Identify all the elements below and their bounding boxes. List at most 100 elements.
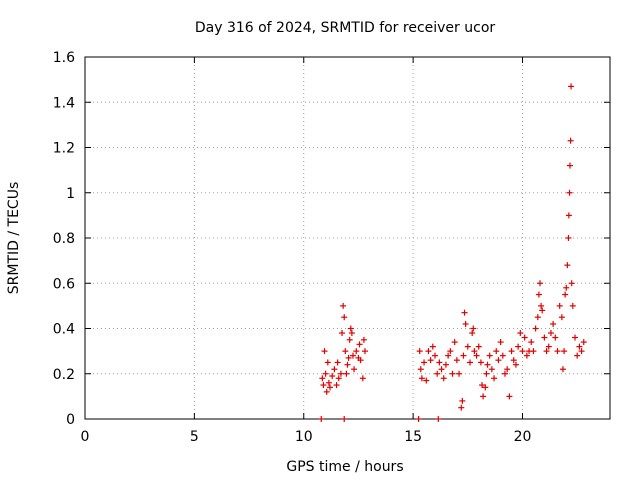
data-point — [341, 314, 348, 321]
data-point — [423, 377, 430, 384]
data-point — [335, 375, 342, 382]
data-point — [467, 359, 473, 366]
data-point — [530, 348, 537, 355]
data-points — [318, 83, 587, 422]
data-point — [435, 416, 442, 422]
data-point — [497, 339, 504, 346]
data-point — [453, 357, 460, 364]
data-point — [473, 352, 480, 359]
y-tick-label: 0.4 — [53, 322, 75, 338]
x-tick-label: 0 — [81, 429, 90, 445]
data-point — [429, 343, 436, 350]
x-tick-label: 15 — [404, 429, 422, 445]
x-tick-label: 5 — [190, 429, 199, 445]
data-point — [512, 361, 519, 368]
data-point — [418, 375, 425, 382]
data-point — [495, 357, 502, 364]
data-point — [343, 370, 350, 377]
data-point — [479, 382, 486, 389]
data-point — [356, 341, 363, 348]
data-point — [331, 366, 338, 373]
data-point — [561, 348, 568, 355]
data-point — [563, 284, 570, 291]
x-tick-label: 10 — [295, 429, 313, 445]
data-point — [340, 302, 347, 309]
data-point — [541, 334, 548, 341]
data-point — [337, 370, 344, 377]
data-point — [434, 370, 441, 377]
data-point — [565, 212, 572, 219]
data-point — [438, 366, 445, 373]
data-point — [321, 348, 328, 355]
data-point — [415, 416, 422, 422]
data-point — [421, 359, 428, 366]
data-point — [566, 189, 573, 196]
y-tick-label: 1.4 — [53, 95, 75, 111]
data-point — [566, 162, 573, 169]
data-point — [534, 314, 541, 321]
data-point — [342, 348, 349, 355]
data-point — [324, 359, 331, 366]
data-point — [539, 307, 546, 314]
data-point — [322, 370, 329, 377]
data-point — [574, 352, 581, 359]
data-point — [538, 302, 545, 309]
data-point — [488, 366, 495, 373]
data-point — [572, 334, 578, 341]
y-tick-label: 1 — [66, 186, 75, 202]
data-point — [464, 343, 471, 350]
data-point — [425, 348, 432, 355]
data-point — [344, 361, 351, 368]
data-point — [482, 384, 489, 391]
data-point — [359, 375, 366, 382]
data-point — [562, 291, 569, 298]
data-point — [475, 343, 482, 350]
data-point — [461, 309, 468, 316]
data-point — [459, 397, 466, 404]
data-point — [345, 354, 352, 361]
data-point — [334, 359, 341, 366]
data-point — [506, 393, 513, 400]
data-point — [470, 325, 477, 332]
data-point — [521, 334, 528, 341]
data-point — [436, 359, 443, 366]
axis-ticks: 0 5 10 15 20 0 0.2 0.4 0.6 0.8 1 1.2 1.4 1.6 — [53, 50, 610, 445]
data-point — [445, 352, 452, 359]
data-point — [320, 382, 327, 389]
data-point — [348, 330, 355, 337]
data-point — [471, 348, 478, 355]
data-point — [519, 348, 526, 355]
data-point — [319, 375, 326, 382]
data-point — [460, 352, 467, 359]
data-point — [360, 336, 367, 343]
y-tick-label: 0 — [66, 412, 75, 428]
data-point — [565, 235, 572, 241]
data-point — [318, 416, 325, 422]
data-point — [447, 348, 454, 355]
data-point — [502, 370, 508, 377]
data-point — [569, 302, 576, 309]
data-point — [508, 348, 515, 355]
grid-lines — [85, 57, 610, 419]
data-point — [480, 393, 487, 400]
data-point — [576, 343, 583, 350]
data-point — [339, 330, 346, 337]
data-point — [451, 339, 458, 346]
data-point — [440, 375, 447, 382]
data-point — [554, 348, 561, 355]
data-point — [346, 336, 353, 343]
data-point — [523, 352, 530, 359]
data-point — [537, 280, 543, 287]
y-axis-label: SRMTID / TECUs — [6, 182, 22, 295]
data-point — [341, 416, 348, 422]
data-point — [442, 361, 449, 368]
data-point — [325, 379, 332, 386]
data-point — [484, 361, 491, 368]
data-point — [357, 357, 364, 364]
data-point — [515, 343, 522, 350]
data-point — [550, 320, 557, 327]
chart-title: Day 316 of 2024, SRMTID for receiver uco… — [195, 20, 496, 36]
data-point — [532, 325, 539, 332]
data-point — [535, 291, 542, 298]
